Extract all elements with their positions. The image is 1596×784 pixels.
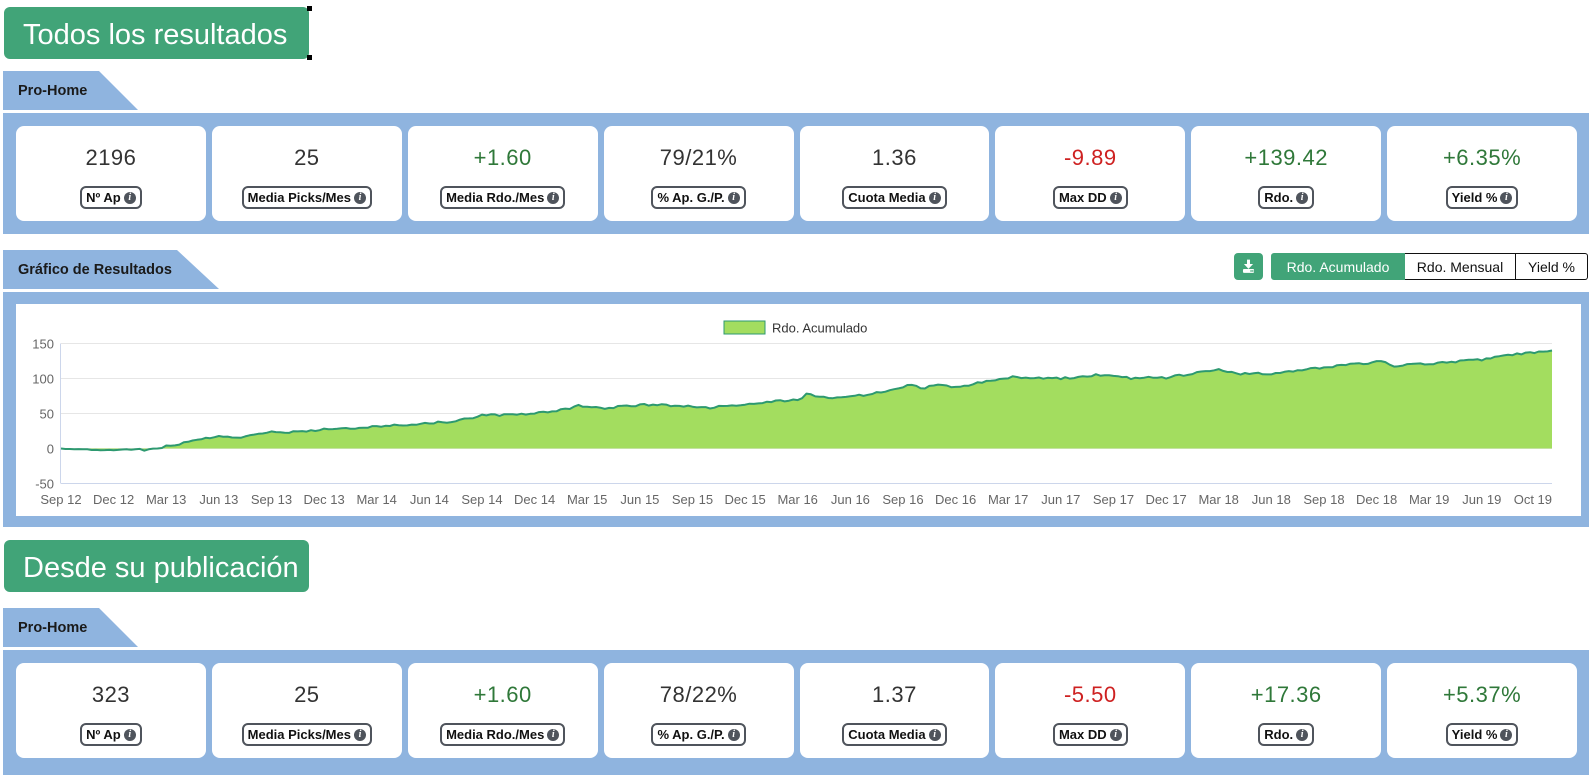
svg-text:Dec 14: Dec 14 xyxy=(514,492,555,507)
svg-text:0: 0 xyxy=(47,442,54,457)
svg-text:Jun 19: Jun 19 xyxy=(1462,492,1501,507)
svg-text:Mar 14: Mar 14 xyxy=(356,492,396,507)
svg-text:Sep 18: Sep 18 xyxy=(1303,492,1344,507)
svg-text:Sep 13: Sep 13 xyxy=(251,492,292,507)
svg-text:Dec 17: Dec 17 xyxy=(1145,492,1186,507)
svg-text:100: 100 xyxy=(32,372,54,387)
svg-text:Sep 16: Sep 16 xyxy=(882,492,923,507)
svg-text:Jun 13: Jun 13 xyxy=(199,492,238,507)
svg-text:Mar 13: Mar 13 xyxy=(146,492,186,507)
svg-text:50: 50 xyxy=(40,407,54,422)
svg-text:Dec 16: Dec 16 xyxy=(935,492,976,507)
svg-text:Sep 14: Sep 14 xyxy=(461,492,502,507)
svg-text:Oct 19: Oct 19 xyxy=(1514,492,1552,507)
svg-text:Sep 15: Sep 15 xyxy=(672,492,713,507)
svg-text:Mar 17: Mar 17 xyxy=(988,492,1028,507)
svg-text:Jun 15: Jun 15 xyxy=(620,492,659,507)
svg-text:Sep 12: Sep 12 xyxy=(40,492,81,507)
svg-text:Dec 13: Dec 13 xyxy=(303,492,344,507)
svg-text:Sep 17: Sep 17 xyxy=(1093,492,1134,507)
svg-text:Mar 15: Mar 15 xyxy=(567,492,607,507)
svg-text:Jun 16: Jun 16 xyxy=(831,492,870,507)
svg-text:Mar 19: Mar 19 xyxy=(1409,492,1449,507)
svg-text:Dec 15: Dec 15 xyxy=(724,492,765,507)
svg-text:Mar 18: Mar 18 xyxy=(1198,492,1238,507)
svg-text:Mar 16: Mar 16 xyxy=(777,492,817,507)
svg-text:Jun 17: Jun 17 xyxy=(1041,492,1080,507)
svg-text:Dec 18: Dec 18 xyxy=(1356,492,1397,507)
svg-text:150: 150 xyxy=(32,337,54,352)
svg-text:Jun 18: Jun 18 xyxy=(1252,492,1291,507)
svg-text:Dec 12: Dec 12 xyxy=(93,492,134,507)
svg-text:-50: -50 xyxy=(35,477,54,492)
svg-text:Rdo. Acumulado: Rdo. Acumulado xyxy=(772,321,867,336)
svg-text:Jun 14: Jun 14 xyxy=(410,492,449,507)
